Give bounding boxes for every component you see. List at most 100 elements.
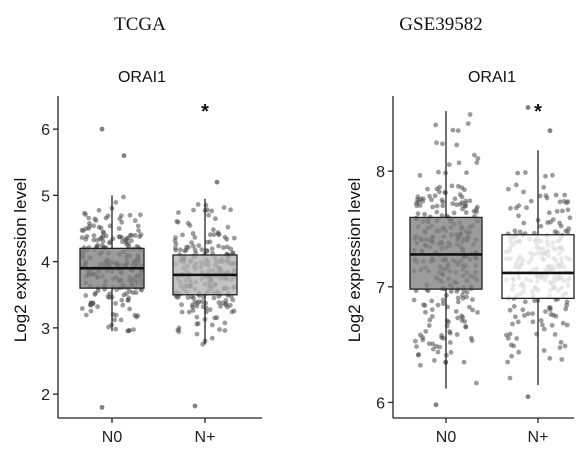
y-axis-title: Log2 expression level [11, 178, 30, 342]
data-point [552, 332, 558, 337]
panel-tcga: TCGA ORAI1 Log2 expression level 2 3 4 5 6 N0… [11, 14, 262, 446]
data-point [432, 193, 438, 199]
data-point [472, 152, 477, 158]
data-point [463, 210, 469, 215]
data-point [507, 375, 513, 381]
data-point [434, 186, 440, 192]
axes [57, 96, 262, 419]
data-point [459, 200, 465, 206]
data-point [413, 338, 418, 344]
data-point [173, 247, 179, 253]
data-point [511, 343, 516, 349]
data-point [194, 303, 200, 309]
data-point [228, 207, 234, 213]
data-point [530, 311, 535, 316]
data-point [103, 215, 109, 221]
data-point [543, 309, 548, 314]
data-point [435, 302, 441, 308]
data-point [194, 314, 200, 320]
data-point [541, 184, 547, 190]
data-point [554, 208, 560, 214]
data-point [447, 340, 453, 345]
data-point [516, 349, 522, 355]
box [501, 234, 575, 300]
data-point [509, 353, 514, 359]
data-point [463, 324, 469, 329]
data-point [225, 304, 230, 310]
data-point [100, 238, 106, 244]
data-point [107, 223, 113, 229]
data-point [127, 306, 132, 312]
data-point [552, 229, 558, 235]
data-point [524, 205, 529, 211]
data-point [173, 241, 179, 247]
data-point [195, 202, 201, 207]
data-point [119, 297, 125, 303]
data-point [189, 240, 195, 246]
data-point [91, 223, 96, 229]
significance-marker: * [201, 101, 209, 123]
data-point [178, 247, 183, 253]
outlier-point [121, 153, 127, 159]
data-point [475, 310, 480, 315]
data-point [191, 207, 196, 213]
data-point [119, 213, 124, 219]
chart-title: ORAI1 [118, 69, 166, 86]
data-point [418, 362, 423, 368]
data-point [209, 246, 215, 252]
data-point [139, 287, 144, 293]
data-point [474, 207, 479, 212]
data-point [440, 301, 446, 307]
data-point [190, 231, 196, 236]
data-point [191, 243, 196, 249]
data-point [206, 212, 212, 218]
data-point [176, 325, 182, 331]
data-point [132, 218, 138, 224]
data-point [521, 189, 526, 195]
data-point [91, 237, 97, 243]
data-point [513, 182, 519, 188]
x-tick-label: N0 [102, 429, 123, 446]
data-point [138, 232, 144, 238]
data-point [182, 248, 188, 254]
data-point [506, 186, 511, 192]
data-point [474, 380, 479, 386]
data-point [120, 239, 125, 245]
data-point [456, 160, 462, 166]
data-point [186, 309, 192, 315]
data-point [135, 223, 141, 229]
data-point [423, 309, 428, 315]
outlier-point [99, 126, 105, 132]
data-point [216, 300, 222, 305]
data-point [83, 293, 89, 298]
data-point [429, 197, 434, 203]
data-point [211, 232, 217, 238]
data-point [505, 359, 510, 365]
data-point [426, 341, 432, 347]
data-point [459, 313, 464, 319]
data-point [549, 322, 555, 328]
data-point [429, 314, 435, 319]
data-point [560, 320, 566, 326]
data-point [99, 243, 105, 248]
ticks: 6 7 8 N0 N+ [376, 164, 548, 446]
data-point [110, 236, 116, 242]
data-point [464, 289, 470, 295]
data-point [192, 235, 198, 240]
data-point [512, 228, 518, 234]
data-point [118, 317, 124, 323]
data-point [81, 228, 86, 233]
data-point [223, 297, 229, 303]
data-point [455, 128, 461, 134]
y-tick-label: 8 [376, 164, 385, 181]
data-point [522, 313, 527, 318]
data-point [550, 172, 555, 178]
data-point [525, 311, 531, 317]
data-point [209, 208, 215, 214]
data-point [225, 224, 231, 230]
data-point [120, 302, 126, 308]
data-point [133, 290, 139, 296]
y-tick-label: 2 [41, 387, 50, 404]
data-point [454, 202, 459, 208]
